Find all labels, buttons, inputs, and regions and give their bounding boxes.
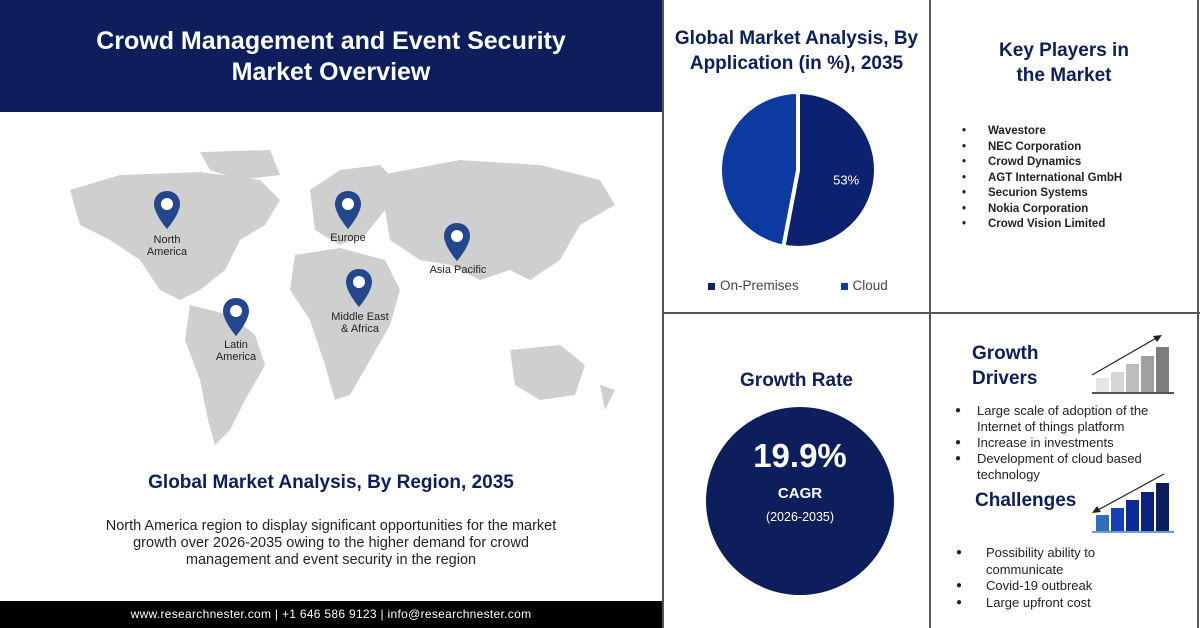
growth-chart-icon — [1091, 335, 1174, 394]
growth-rate-title: Growth Rate — [740, 370, 853, 391]
pie-data-label: 53% — [833, 173, 859, 188]
pie-chart: 53% — [718, 90, 879, 250]
cagr-circle: 19.9% CAGR (2026-2035) — [706, 407, 894, 595]
north-america-pin-icon[interactable] — [153, 190, 181, 230]
legend-swatch-cloud — [840, 283, 848, 290]
driver-item: Large scale of adoption of the Internet … — [955, 403, 1195, 435]
key-player-item: NEC Corporation — [962, 140, 1122, 156]
world-map — [70, 150, 615, 445]
pie-chart-title: Global Market Analysis, By Application (… — [674, 28, 919, 74]
label-europe: Europe — [330, 232, 366, 244]
label-middle-east-africa: Middle East & Africa — [331, 311, 389, 335]
mea-pin-icon[interactable] — [345, 268, 373, 308]
label-latin-america: Latin America — [215, 339, 257, 363]
key-player-item: AGT International GmbH — [962, 171, 1122, 187]
challenge-item: Possibility ability to communicate — [956, 545, 1176, 578]
pie-slice-on-premises — [781, 90, 879, 250]
label-asia-pacific: Asia Pacific — [429, 264, 487, 276]
challenge-item: Large upfront cost — [956, 595, 1176, 612]
legend-label-cloud: Cloud — [852, 278, 888, 293]
key-player-item: Securion Systems — [962, 186, 1122, 202]
cagr-period: (2026-2035) — [765, 510, 835, 524]
header-banner: Crowd Management and Event Security Mark… — [0, 0, 662, 112]
legend-swatch-on-premises — [708, 283, 715, 290]
challenges-title: Challenges — [975, 490, 1077, 511]
region-description: North America region to display signific… — [105, 518, 557, 568]
key-player-item: Nokia Corporation — [962, 202, 1122, 218]
divider — [662, 0, 664, 628]
region-section-title: Global Market Analysis, By Region, 2035 — [148, 472, 514, 493]
footer-contact: www.researchnester.com | +1 646 586 9123… — [0, 601, 662, 628]
key-player-item: Crowd Dynamics — [962, 155, 1122, 171]
key-players-list: WavestoreNEC CorporationCrowd DynamicsAG… — [962, 124, 1122, 233]
pie-legend: On-Premises Cloud — [708, 278, 888, 293]
asia-pacific-pin-icon[interactable] — [443, 222, 471, 262]
driver-item: Development of cloud based technology — [955, 451, 1195, 483]
pie-slice-cloud — [718, 90, 800, 249]
key-player-item: Crowd Vision Limited — [962, 217, 1122, 233]
border — [1197, 0, 1199, 628]
key-player-item: Wavestore — [962, 124, 1122, 140]
challenges-list: Possibility ability to communicateCovid-… — [956, 545, 1176, 611]
driver-item: Increase in investments — [955, 435, 1195, 451]
key-players-title: Key Players in the Market — [999, 40, 1129, 86]
growth-drivers-list: Large scale of adoption of the Internet … — [955, 403, 1195, 483]
latin-america-pin-icon[interactable] — [222, 297, 250, 337]
label-north-america: North America — [146, 234, 188, 258]
growth-drivers-title: Growth Drivers — [972, 343, 1039, 389]
europe-pin-icon[interactable] — [334, 190, 362, 230]
declining-chart-icon — [1092, 473, 1174, 533]
cagr-label: CAGR — [777, 485, 823, 502]
page-title-line2: Market Overview — [231, 58, 431, 86]
divider — [662, 312, 1200, 314]
page-title-line1: Crowd Management and Event Security — [96, 27, 566, 55]
cagr-value: 19.9% — [753, 437, 847, 474]
legend-label-on-premises: On-Premises — [720, 278, 799, 293]
challenge-item: Covid-19 outbreak — [956, 578, 1176, 595]
divider — [929, 0, 931, 628]
